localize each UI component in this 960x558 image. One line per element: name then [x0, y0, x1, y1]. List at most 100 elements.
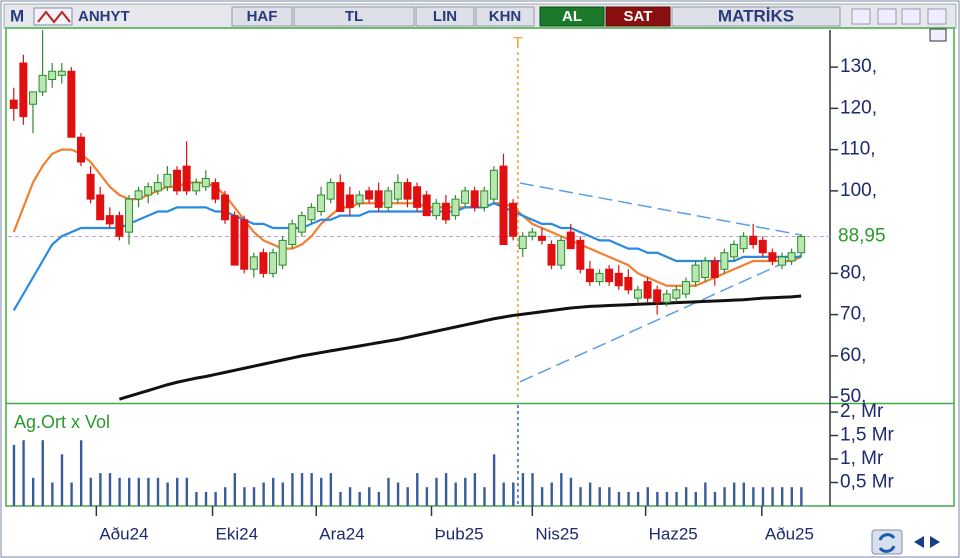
candle-body: [297, 215, 306, 233]
volume-bar: [627, 491, 630, 506]
volume-bar: [771, 487, 774, 506]
volume-bar: [166, 482, 169, 506]
style-button[interactable]: KHN: [489, 8, 522, 25]
volume-bar: [742, 482, 745, 506]
volume-bar: [512, 482, 515, 506]
volume-bar: [579, 487, 582, 506]
sync-icon: [878, 533, 896, 553]
volume-bar: [732, 482, 736, 506]
button[interactable]: [475, 6, 535, 27]
dropdown-button[interactable]: [851, 8, 871, 25]
period-button[interactable]: HAF: [247, 8, 278, 25]
button[interactable]: [671, 6, 841, 27]
volume-tick-label: 1, Mr: [840, 448, 884, 469]
candle-body: [278, 239, 287, 266]
sell-label[interactable]: SAT: [624, 8, 653, 25]
volume-bar: [483, 487, 486, 506]
moving-average: [118, 294, 802, 401]
volume-bar: [60, 454, 64, 506]
volume-bar: [233, 473, 237, 506]
button[interactable]: [231, 6, 293, 27]
volume-bar: [675, 491, 678, 506]
volume-bar: [464, 477, 467, 506]
candle-body: [547, 243, 556, 266]
volume-bar: [636, 491, 640, 506]
candle-body: [461, 190, 470, 204]
volume-bar: [195, 491, 198, 506]
volume-bar: [396, 482, 400, 506]
symbol[interactable]: ANHYT: [78, 8, 130, 25]
panel-frame: [5, 27, 955, 507]
volume-bar: [665, 491, 669, 506]
candle-body: [537, 235, 546, 241]
volume-tick-label: 2, Mr: [840, 401, 884, 422]
volume-bar: [12, 444, 16, 506]
volume-bar: [252, 487, 256, 506]
candle-body: [76, 136, 85, 163]
candle-body: [595, 272, 604, 283]
volume-bar: [118, 477, 121, 506]
candle-body: [393, 182, 402, 200]
candle-body: [124, 198, 133, 233]
volume-tick-label: 1,5 Mr: [840, 425, 895, 446]
candle-body: [432, 202, 441, 217]
candle-body: [777, 256, 786, 266]
candle-body: [28, 91, 37, 105]
volume-bar: [521, 473, 525, 506]
currency-button[interactable]: TL: [345, 8, 363, 25]
close-button[interactable]: [927, 8, 947, 25]
candle-body: [240, 219, 249, 270]
volume-bar: [291, 473, 294, 506]
candle-body: [326, 182, 335, 200]
minimize-button[interactable]: [877, 8, 897, 25]
volume-bar: [31, 477, 35, 506]
scroll-left[interactable]: [914, 536, 924, 548]
volume-bar: [550, 482, 553, 506]
volume-bar: [70, 482, 73, 506]
y-tick-label: 50,: [840, 386, 866, 407]
candle-body: [221, 194, 230, 221]
trendline: [519, 254, 802, 383]
volume-bar: [780, 487, 784, 506]
candle-body: [230, 215, 239, 266]
button[interactable]: [293, 6, 415, 27]
candle-body: [173, 169, 182, 192]
candle-body: [96, 194, 105, 221]
candle-body: [729, 243, 738, 258]
volume-bar: [224, 487, 227, 506]
volume-bar: [281, 482, 285, 506]
x-tick-label: Aðu24: [99, 524, 148, 543]
scale-button[interactable]: LIN: [433, 8, 457, 25]
panel-button[interactable]: [929, 28, 947, 42]
candle-body: [115, 215, 124, 237]
buy-button[interactable]: [539, 6, 605, 27]
button[interactable]: [415, 6, 475, 27]
sell-button[interactable]: [605, 6, 671, 27]
scroll-right[interactable]: [930, 536, 940, 548]
candle-body: [86, 173, 95, 200]
maximize-button[interactable]: [901, 8, 921, 25]
candle-body: [768, 252, 777, 262]
candle-body: [163, 173, 172, 188]
volume-bar: [22, 440, 25, 506]
buy-label[interactable]: AL: [562, 8, 582, 25]
volume-plot: [12, 405, 803, 506]
candle-body: [249, 256, 258, 270]
candle-body: [269, 252, 278, 274]
trendline: [519, 182, 802, 236]
volume-bar: [377, 491, 381, 506]
volume-bar: [176, 477, 179, 506]
candle-body: [134, 190, 143, 200]
volume-bar: [243, 487, 246, 506]
volume-bar: [416, 473, 419, 506]
volume-bar: [137, 477, 140, 506]
volume-bar: [569, 477, 573, 506]
y-tick-label: 100,: [840, 180, 877, 201]
candle-body: [518, 235, 527, 250]
volume-bar: [492, 454, 496, 506]
x-tick-label: Haz25: [649, 524, 698, 543]
candle-body: [643, 281, 652, 299]
candle-body: [585, 268, 594, 283]
candle-body: [499, 165, 508, 245]
